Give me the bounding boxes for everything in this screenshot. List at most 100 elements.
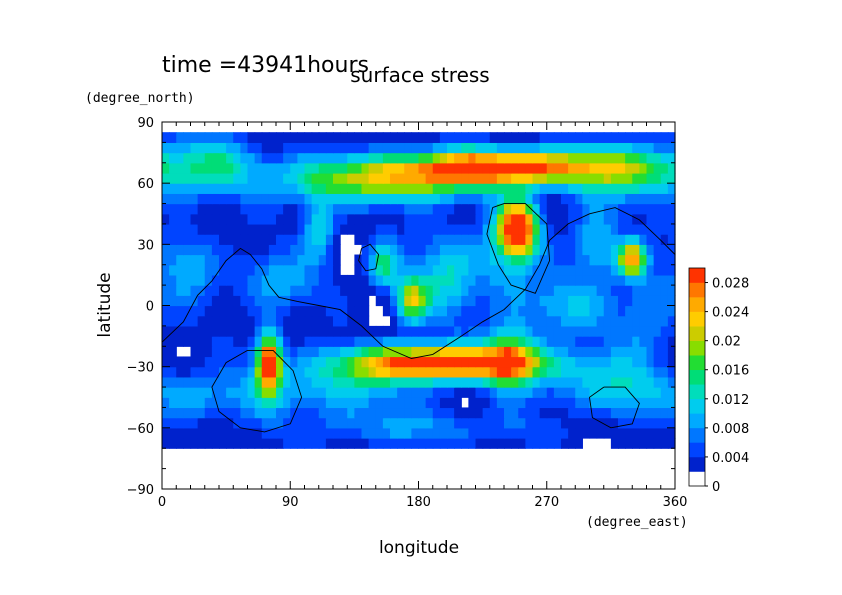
heatmap-cell (197, 417, 206, 429)
heatmap-cell (653, 427, 662, 439)
heatmap-cell (468, 264, 477, 276)
heatmap-cell (646, 397, 655, 409)
heatmap-cell (361, 336, 370, 347)
heatmap-cell (254, 438, 263, 449)
heatmap-cell (561, 142, 569, 154)
heatmap-cell (325, 264, 334, 276)
heatmap-cell (639, 152, 648, 164)
heatmap-cell (304, 172, 313, 184)
heatmap-cell (553, 417, 562, 429)
heatmap-cell (261, 387, 270, 398)
heatmap-cell (247, 387, 256, 398)
heatmap-cell (511, 264, 519, 276)
heatmap-cell (318, 285, 327, 296)
heatmap-cell (268, 438, 277, 449)
heatmap-cell (204, 132, 213, 143)
heatmap-cell (667, 132, 676, 143)
heatmap-cell (340, 346, 348, 358)
heatmap-cell (447, 356, 455, 368)
heatmap-cell (276, 244, 284, 256)
heatmap-cell (603, 274, 612, 286)
heatmap-cell (368, 346, 377, 358)
heatmap-cell (425, 264, 434, 276)
heatmap-cell (504, 254, 512, 266)
heatmap-cell (325, 366, 334, 378)
heatmap-cell (183, 183, 192, 194)
heatmap-cell (539, 376, 548, 388)
heatmap-cell (504, 213, 512, 225)
heatmap-cell (660, 264, 669, 276)
heatmap-cell (261, 152, 270, 164)
heatmap-cell (625, 376, 633, 388)
heatmap-cell (190, 315, 199, 327)
heatmap-cell (162, 162, 170, 174)
heatmap-cell (632, 397, 640, 409)
heatmap-cell (204, 213, 213, 225)
heatmap-cell (653, 274, 662, 286)
heatmap-cell (568, 183, 576, 194)
heatmap-cell (240, 315, 249, 327)
heatmap-cell (219, 295, 227, 307)
heatmap-cell (254, 407, 263, 419)
heatmap-cell (525, 336, 534, 347)
heatmap-cell (276, 366, 284, 378)
heatmap-cell (204, 427, 213, 439)
heatmap-cell (568, 356, 576, 368)
heatmap-cell (653, 438, 662, 449)
heatmap-cell (347, 397, 355, 409)
heatmap-cell (582, 213, 591, 225)
heatmap-cell (667, 193, 676, 205)
heatmap-cell (468, 193, 477, 205)
heatmap-cell (439, 346, 448, 358)
heatmap-cell (589, 397, 598, 409)
heatmap-cell (639, 295, 648, 307)
heatmap-cell (660, 417, 669, 429)
heatmap-cell (618, 254, 626, 266)
heatmap-cell (268, 172, 277, 184)
heatmap-cell (361, 438, 370, 449)
heatmap-cell (382, 438, 391, 449)
heatmap-cell (219, 234, 227, 245)
heatmap-cell (162, 295, 170, 307)
heatmap-cell (297, 376, 306, 388)
heatmap-cell (268, 376, 277, 388)
heatmap-cell (183, 152, 192, 164)
heatmap-cell (211, 325, 220, 337)
heatmap-cell (489, 183, 498, 194)
heatmap-cell (432, 366, 441, 378)
heatmap-cell (197, 244, 206, 256)
heatmap-cell (375, 325, 384, 337)
heatmap-cell (582, 234, 591, 245)
heatmap-cell (525, 152, 534, 164)
heatmap-cell (283, 315, 291, 327)
heatmap-cell (518, 346, 526, 358)
heatmap-cell (397, 356, 405, 368)
heatmap-cell (504, 387, 512, 398)
heatmap-cell (546, 213, 555, 225)
heatmap-cell (632, 152, 640, 164)
heatmap-cell (518, 223, 526, 235)
heatmap-cell (183, 203, 192, 215)
heatmap-cell (632, 254, 640, 266)
heatmap-cell (461, 132, 469, 143)
heatmap-cell (582, 193, 591, 205)
heatmap-cell (233, 264, 241, 276)
heatmap-cell (504, 305, 512, 317)
heatmap-cell (461, 407, 469, 419)
heatmap-cell (233, 234, 241, 245)
heatmap-cell (525, 366, 534, 378)
heatmap-cell (368, 376, 377, 388)
heatmap-cell (411, 183, 420, 194)
heatmap-cell (618, 234, 626, 245)
heatmap-cell (204, 162, 213, 174)
heatmap-cell (354, 172, 363, 184)
heatmap-cell (667, 172, 676, 184)
heatmap-cell (254, 325, 263, 337)
heatmap-cell (311, 346, 320, 358)
heatmap-cell (482, 183, 491, 194)
heatmap-cell (347, 213, 355, 225)
heatmap-cell (361, 325, 370, 337)
heatmap-cell (290, 193, 298, 205)
heatmap-cell (496, 203, 505, 215)
heatmap-cell (375, 152, 384, 164)
